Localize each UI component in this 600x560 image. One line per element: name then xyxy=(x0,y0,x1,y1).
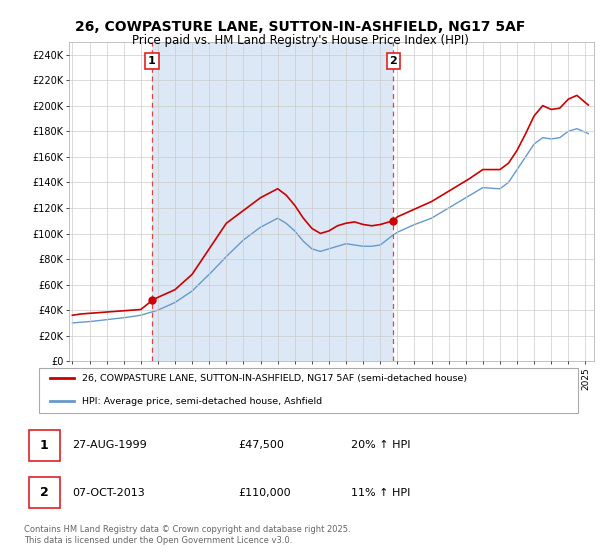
FancyBboxPatch shape xyxy=(29,477,59,508)
Text: Price paid vs. HM Land Registry's House Price Index (HPI): Price paid vs. HM Land Registry's House … xyxy=(131,34,469,46)
Text: 1: 1 xyxy=(40,439,49,452)
Text: 27-AUG-1999: 27-AUG-1999 xyxy=(72,441,146,450)
Text: 2: 2 xyxy=(40,486,49,499)
Text: Contains HM Land Registry data © Crown copyright and database right 2025.
This d: Contains HM Land Registry data © Crown c… xyxy=(24,525,350,545)
FancyBboxPatch shape xyxy=(39,368,578,413)
Text: 11% ↑ HPI: 11% ↑ HPI xyxy=(351,488,410,497)
Text: 26, COWPASTURE LANE, SUTTON-IN-ASHFIELD, NG17 5AF: 26, COWPASTURE LANE, SUTTON-IN-ASHFIELD,… xyxy=(75,20,525,34)
FancyBboxPatch shape xyxy=(29,430,59,461)
Text: 20% ↑ HPI: 20% ↑ HPI xyxy=(351,441,410,450)
Text: 07-OCT-2013: 07-OCT-2013 xyxy=(72,488,145,497)
Text: 1: 1 xyxy=(148,56,156,66)
Text: HPI: Average price, semi-detached house, Ashfield: HPI: Average price, semi-detached house,… xyxy=(82,396,323,405)
Text: £110,000: £110,000 xyxy=(238,488,291,497)
Text: £47,500: £47,500 xyxy=(238,441,284,450)
Text: 2: 2 xyxy=(389,56,397,66)
Bar xyxy=(152,42,394,361)
Text: 26, COWPASTURE LANE, SUTTON-IN-ASHFIELD, NG17 5AF (semi-detached house): 26, COWPASTURE LANE, SUTTON-IN-ASHFIELD,… xyxy=(82,374,467,382)
